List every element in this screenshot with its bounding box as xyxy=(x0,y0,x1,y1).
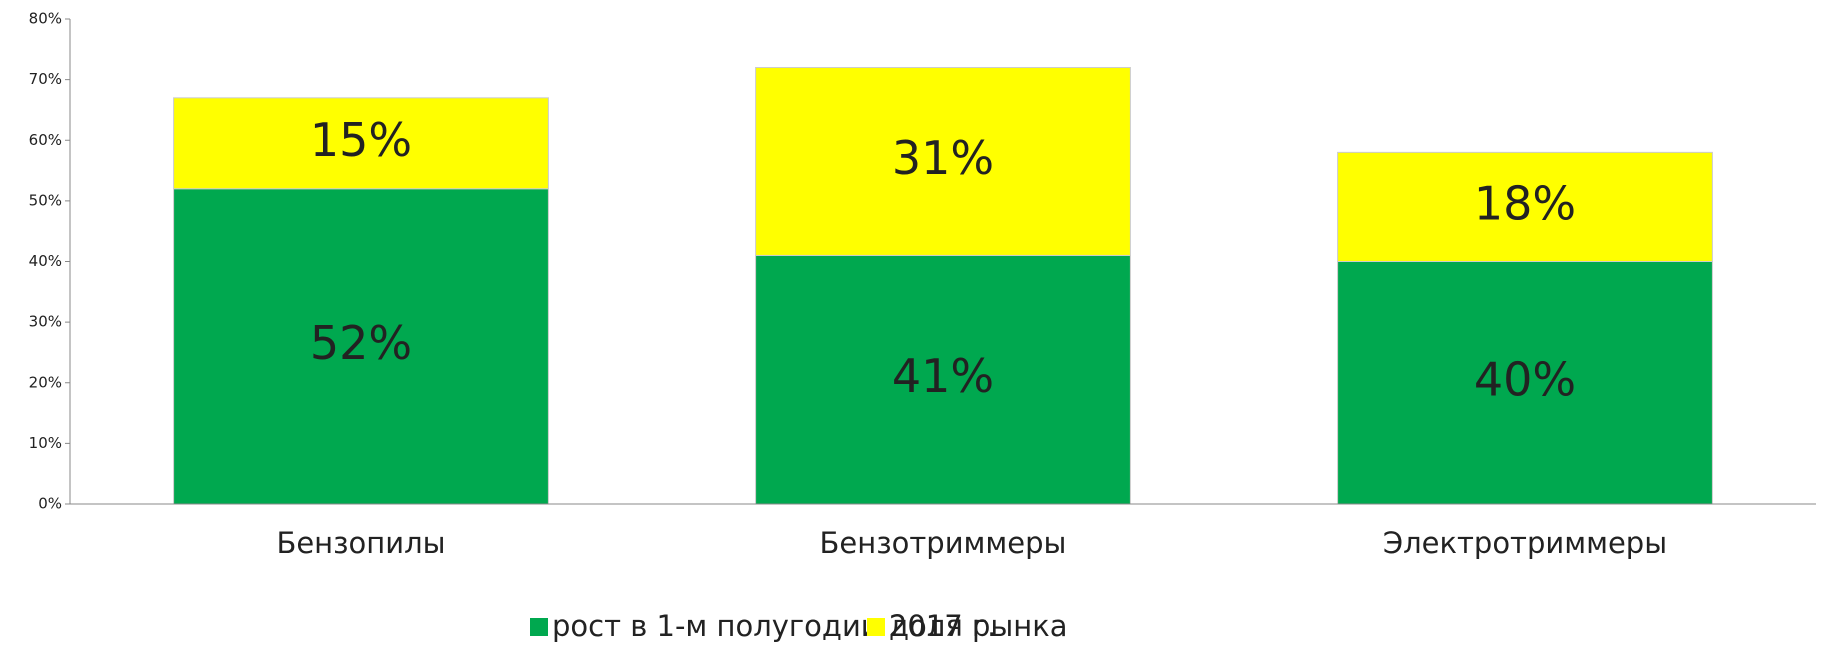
y-tick-label: 60% xyxy=(29,131,62,149)
value-label: 52% xyxy=(310,316,412,370)
value-label: 15% xyxy=(310,113,412,167)
bar-segment xyxy=(173,188,549,505)
legend-swatch xyxy=(530,618,548,636)
legend-label: доля рынка xyxy=(889,609,1068,643)
y-tick-label: 20% xyxy=(29,373,62,391)
y-tick-label: 40% xyxy=(29,252,62,270)
value-label: 18% xyxy=(1474,176,1576,230)
y-tick-label: 50% xyxy=(29,191,62,209)
bar-segment xyxy=(173,97,549,190)
legend-swatch xyxy=(867,618,885,636)
y-tick-label: 80% xyxy=(29,10,62,28)
bar-segment xyxy=(1337,261,1713,505)
bar-segment xyxy=(1337,151,1713,262)
value-label: 31% xyxy=(892,131,994,185)
value-label: 40% xyxy=(1474,352,1576,406)
x-tick-label: Бензопилы xyxy=(276,526,445,560)
y-tick-label: 30% xyxy=(29,313,62,331)
x-tick-label: Бензотриммеры xyxy=(820,526,1067,560)
legend-label: рост в 1-м полугодии 2017 г. xyxy=(552,609,996,643)
y-tick-label: 10% xyxy=(29,434,62,452)
bar-segment xyxy=(755,67,1131,256)
y-tick-label: 0% xyxy=(38,495,62,513)
y-tick-label: 70% xyxy=(29,70,62,88)
x-tick-label: Электротриммеры xyxy=(1383,526,1667,560)
value-label: 41% xyxy=(892,349,994,403)
